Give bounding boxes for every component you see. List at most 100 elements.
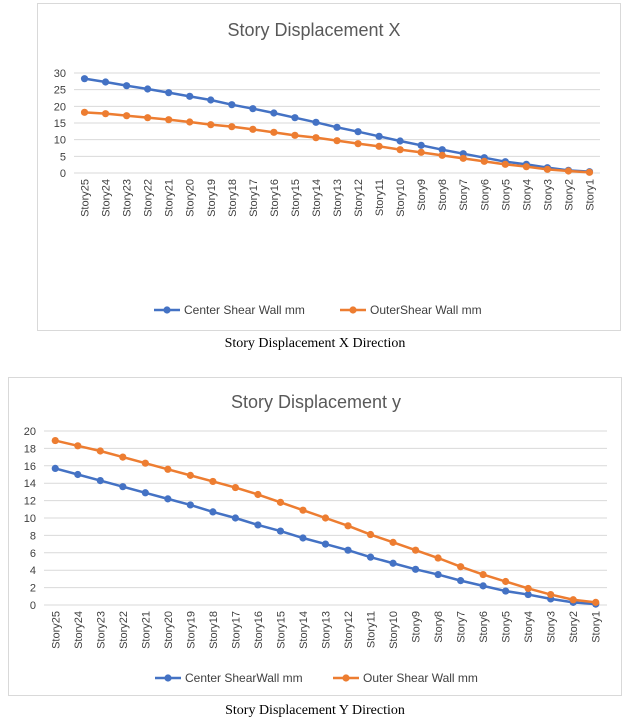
data-point [249, 125, 257, 133]
x-tick-label: Story15 [275, 611, 287, 649]
data-point [207, 121, 215, 129]
data-point [164, 465, 172, 473]
data-point [249, 105, 257, 113]
y-tick-label: 25 [54, 85, 66, 97]
data-point [74, 442, 82, 450]
data-point [524, 590, 532, 599]
x-tick-label: Story7 [458, 179, 470, 211]
x-tick-label: Story13 [332, 179, 344, 217]
chart-y-svg: Story Displacement y 0 2 4 6 8 10 12 14 16 18 20 Sto… [24, 392, 607, 685]
data-point [564, 167, 573, 175]
legend-label: OuterShear Wall mm [370, 303, 482, 317]
x-tick-label: Story6 [478, 611, 490, 643]
data-point [354, 128, 362, 136]
data-point [74, 470, 82, 479]
data-point [231, 514, 240, 522]
chart-x-panel: Story Displacement X 0 5 10 15 20 25 30 Story25 S… [37, 3, 621, 331]
data-point [186, 118, 194, 126]
x-tick-label: Story25 [50, 611, 62, 649]
data-point [480, 157, 488, 165]
x-tick-label: Story10 [395, 179, 407, 217]
x-tick-label: Story16 [269, 179, 281, 217]
data-point [434, 554, 442, 562]
y-tick-label: 6 [30, 548, 36, 560]
data-point [389, 559, 397, 567]
x-tick-label: Story2 [568, 611, 580, 643]
legend-label: Outer Shear Wall mm [363, 671, 478, 685]
data-point [207, 96, 215, 104]
x-tick-label: Story1 [584, 179, 596, 211]
data-point [299, 506, 307, 514]
x-tick-label: Story3 [542, 179, 554, 211]
data-point [186, 501, 194, 509]
x-tick-label: Story13 [321, 611, 333, 649]
data-point [321, 540, 330, 548]
x-tick-label: Story17 [230, 611, 242, 649]
data-point [459, 154, 467, 162]
data-point [333, 137, 341, 145]
data-point [411, 546, 420, 554]
chart-title: Story Displacement y [231, 392, 401, 412]
data-point [585, 168, 594, 176]
data-point [333, 123, 341, 131]
x-tick-label: Story23 [122, 179, 134, 217]
data-point [502, 577, 510, 586]
x-tick-label: Story19 [185, 611, 197, 649]
data-point [438, 146, 446, 154]
x-tick-label: Story1 [591, 611, 603, 643]
data-point [438, 151, 446, 159]
x-tick-label: Story10 [388, 611, 400, 649]
data-point [231, 483, 240, 492]
data-point [569, 596, 577, 604]
x-tick-label: Story24 [73, 611, 85, 649]
data-point [51, 436, 59, 445]
x-tick-label: Story16 [253, 611, 265, 649]
y-tick-label: 16 [24, 461, 36, 473]
data-point [396, 137, 404, 145]
data-point [186, 471, 194, 479]
data-point [321, 514, 330, 522]
data-point [141, 489, 149, 497]
data-point [96, 447, 104, 455]
chart-y-panel: Story Displacement y 0 2 4 6 8 10 12 14 16 18 20 Sto… [8, 377, 622, 696]
legend-marker [164, 674, 172, 682]
data-point [344, 522, 352, 530]
data-point [501, 160, 509, 168]
legend-marker [349, 306, 357, 314]
data-point [228, 101, 236, 109]
data-point [389, 538, 397, 546]
data-point [164, 495, 172, 503]
x-tick-label: Story12 [353, 179, 365, 217]
data-point [144, 114, 152, 122]
data-point [417, 148, 425, 156]
y-tick-label: 15 [54, 118, 66, 130]
data-point [228, 123, 236, 131]
x-tick-label: Story4 [523, 611, 535, 643]
data-point [209, 477, 217, 486]
x-tick-label: Story17 [248, 179, 260, 217]
data-point [299, 534, 307, 542]
data-point [141, 459, 149, 467]
data-point [80, 108, 89, 116]
data-point [524, 584, 532, 593]
data-point [396, 146, 404, 154]
data-point [411, 565, 420, 573]
data-point [51, 464, 59, 473]
x-tick-label: Story15 [290, 179, 302, 217]
data-point [457, 563, 465, 571]
x-tick-label: Story25 [80, 179, 92, 217]
x-tick-label: Story24 [101, 179, 113, 217]
data-point [254, 521, 262, 529]
legend-marker [163, 306, 171, 314]
data-point [209, 508, 217, 516]
y-tick-label: 10 [24, 513, 36, 525]
x-tick-label: Story11 [366, 611, 378, 648]
x-tick-label: Story21 [164, 179, 176, 217]
data-point [119, 483, 127, 491]
chart-y-caption: Story Displacement Y Direction [225, 703, 405, 718]
x-tick-label: Story19 [206, 179, 218, 217]
x-tick-label: Story7 [456, 611, 468, 643]
data-point [434, 570, 442, 579]
x-tick-label: Story14 [311, 179, 323, 217]
legend-marker [342, 674, 350, 682]
